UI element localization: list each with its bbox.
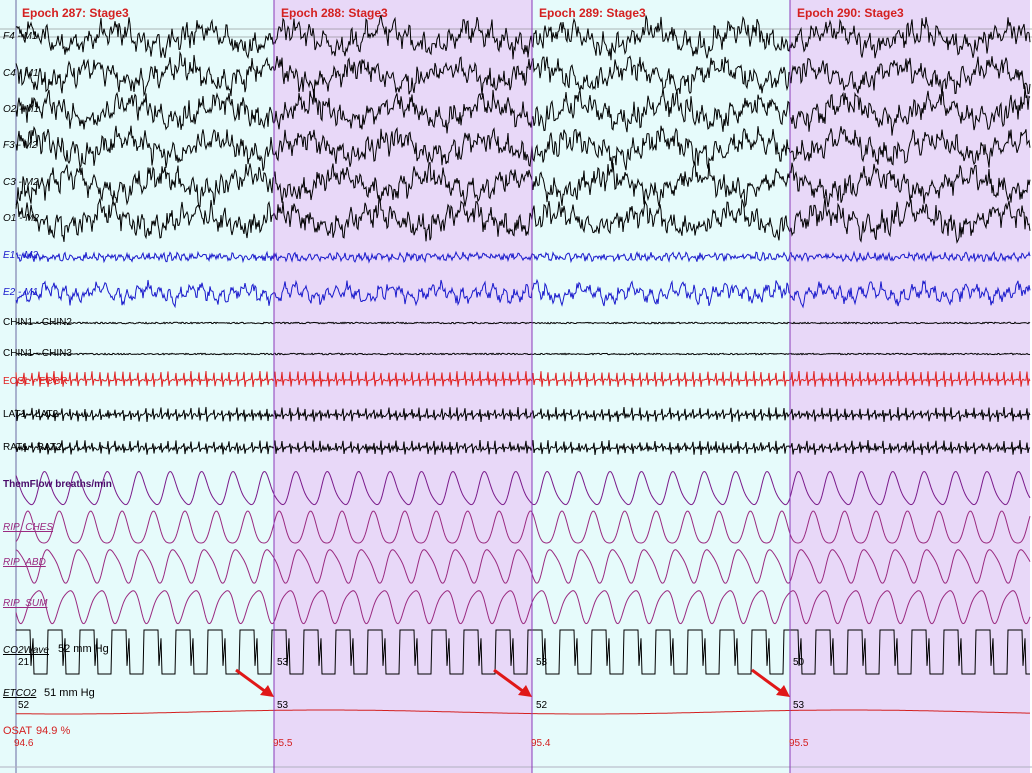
- arrow-shaft: [751, 668, 783, 694]
- epoch-background: [274, 0, 532, 773]
- osat-value-290: 95.5: [789, 738, 809, 749]
- channel-label-e1-m2[interactable]: E1 - M2: [3, 250, 39, 261]
- channel-label-c3-m2[interactable]: C3 - M2: [3, 177, 39, 188]
- channel-trace: [15, 160, 1031, 208]
- channel-trace: [15, 440, 1031, 456]
- channel-trace: [16, 709, 1030, 715]
- epoch-label-290[interactable]: Epoch 290: Stage3: [797, 6, 904, 20]
- channel-label-thermflow[interactable]: ThemFlow breaths/min: [3, 479, 112, 490]
- channel-label-f4-m1[interactable]: F4 - M1: [3, 31, 38, 42]
- channel-trace: [15, 250, 1031, 264]
- co2wave-reading: 52 mm Hg: [58, 643, 109, 655]
- osat-value-287: 94.6: [14, 738, 34, 749]
- epoch-background: [16, 0, 274, 773]
- channel-label-rip-ches[interactable]: RIP_CHES: [3, 522, 54, 533]
- channel-label-chin1-chin3[interactable]: CHIN1 - CHIN3: [3, 348, 72, 359]
- etco2-value-287: 52: [18, 700, 30, 711]
- channel-label-rat1-rat2[interactable]: RAT1 - RAT2: [3, 442, 62, 453]
- co2-value-289: 53: [536, 657, 548, 668]
- channel-trace: [15, 549, 1031, 584]
- channel-label-etco2[interactable]: ETCO2: [3, 688, 37, 699]
- channel-trace: [15, 125, 1031, 171]
- channel-label-c4-m1[interactable]: C4 - M1: [3, 68, 39, 79]
- channel-label-ecgl-ecgr[interactable]: ECGL - ECGR: [3, 376, 68, 387]
- etco2-value-288: 53: [277, 700, 289, 711]
- channel-trace: [15, 321, 1031, 325]
- channel-label-rip-abd[interactable]: RIP_ABD: [3, 557, 46, 568]
- arrow-shaft: [493, 668, 525, 694]
- osat-reading: 94.9 %: [36, 725, 71, 737]
- co2-value-287: 21: [18, 657, 30, 668]
- co2-value-288: 53: [277, 657, 289, 668]
- channel-label-lat1-lat2[interactable]: LAT1 - LAT2: [3, 409, 59, 420]
- osat-value-288: 95.5: [273, 738, 293, 749]
- channel-trace: [15, 14, 1031, 61]
- channel-trace: [15, 510, 1031, 544]
- channel-label-rip-sum[interactable]: RIP_SUM: [3, 598, 48, 609]
- label-gutter: [0, 0, 16, 773]
- epoch-label-287[interactable]: Epoch 287: Stage3: [22, 6, 129, 20]
- channel-trace: [15, 406, 1031, 423]
- arrow-head: [776, 685, 790, 697]
- arrow-head: [518, 685, 532, 697]
- channel-label-osat[interactable]: OSAT: [3, 725, 33, 737]
- channel-trace: [16, 629, 1030, 675]
- channel-label-e2-m1[interactable]: E2 - M1: [3, 287, 39, 298]
- arrow-head: [260, 685, 274, 697]
- channel-label-co2wave[interactable]: CO2Wave: [3, 645, 49, 656]
- etco2-reading: 51 mm Hg: [44, 687, 95, 699]
- channel-trace: [15, 50, 1031, 97]
- co2-value-290: 50: [793, 657, 805, 668]
- channel-label-o1-m2[interactable]: O1 - M2: [3, 213, 40, 224]
- channel-label-chin1-chin2[interactable]: CHIN1 - CHIN2: [3, 317, 72, 328]
- channel-trace: [15, 195, 1031, 244]
- channel-trace: [15, 86, 1031, 136]
- etco2-value-290: 53: [793, 700, 805, 711]
- channel-trace: [15, 370, 1031, 388]
- epoch-label-288[interactable]: Epoch 288: Stage3: [281, 6, 388, 20]
- epoch-label-289[interactable]: Epoch 289: Stage3: [539, 6, 646, 20]
- channel-trace: [15, 278, 1031, 309]
- channel-label-o2-m1[interactable]: O2 - M1: [3, 104, 40, 115]
- channel-trace: [15, 352, 1031, 356]
- channel-trace: [15, 590, 1031, 625]
- osat-value-289: 95.4: [531, 738, 551, 749]
- channel-label-f3-m2[interactable]: F3 - M2: [3, 140, 38, 151]
- etco2-value-289: 52: [536, 700, 548, 711]
- arrow-shaft: [235, 668, 267, 694]
- channel-trace: [15, 470, 1031, 506]
